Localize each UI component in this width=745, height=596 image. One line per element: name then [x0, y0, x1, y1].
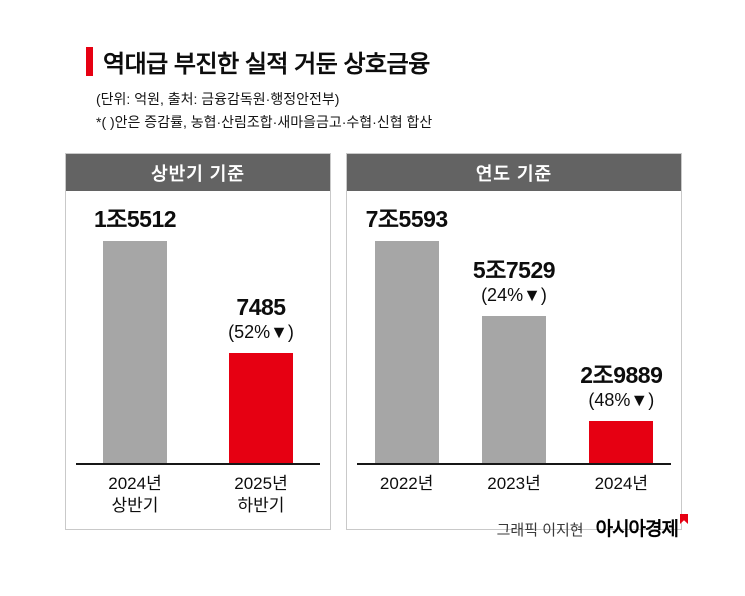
x-axis-labels: 2024년 상반기 2025년 하반기: [66, 465, 330, 529]
x-axis-label: 2024년: [594, 474, 649, 493]
charts-row: 상반기 기준 1조5512 7485 (52%▼) 2024년 상반기 2025년 하…: [65, 153, 682, 531]
bar-change-label: (24%▼): [481, 285, 547, 306]
x-axis-label: 2024년 상반기: [108, 474, 162, 516]
bar-value-label: 2조9889: [580, 361, 663, 388]
x-axis-labels: 2022년 2023년 2024년: [347, 465, 681, 507]
x-axis-line: [357, 463, 671, 465]
bar: [103, 241, 167, 463]
x-axis-label: 2025년 하반기: [234, 474, 288, 516]
bar-value-label: 7485: [236, 293, 286, 320]
footnote: *( )안은 증감률, 농협·산림조합·새마을금고·수협·신협 합산: [96, 114, 433, 130]
bar-column: 7조5593: [353, 206, 460, 463]
chart-panel-half-year: 상반기 기준 1조5512 7485 (52%▼) 2024년 상반기 2025년 하…: [65, 153, 331, 531]
bar-change-label: (48%▼): [588, 390, 655, 411]
bar-value-label: 5조7529: [472, 256, 556, 283]
unit-source-note: (단위: 억원, 출처: 금융감독원·행정안전부): [96, 91, 340, 107]
bar-column: 5조7529 (24%▼): [460, 257, 567, 463]
x-axis-line: [76, 463, 320, 465]
footer-credit: 그래픽 이지현 아시아경제: [0, 514, 688, 541]
header: 역대급 부진한 실적 거둔 상호금융: [86, 44, 430, 79]
chart-panel-yearly: 연도 기준 7조5593 5조7529 (24%▼) 2조9889 (48%▼) 202…: [346, 153, 682, 531]
bars-area: 1조5512 7485 (52%▼): [66, 191, 330, 463]
bars-area: 7조5593 5조7529 (24%▼) 2조9889 (48%▼): [347, 191, 681, 463]
brand-text: 아시아경제: [595, 519, 679, 540]
bar: [589, 421, 654, 463]
bar-change-label: (52%▼): [228, 322, 294, 343]
bar-column: 2조9889 (48%▼): [568, 362, 675, 463]
x-axis-label: 2023년: [487, 474, 541, 493]
title-accent-bar: [86, 47, 93, 76]
bar: [229, 353, 293, 463]
bar-value-label: 7조5593: [365, 205, 449, 232]
chart-title-yearly: 연도 기준: [347, 154, 681, 191]
bar-value-label: 1조5512: [93, 205, 177, 232]
bar-column: 7485 (52%▼): [198, 294, 324, 463]
chart-title-half-year: 상반기 기준: [66, 154, 330, 191]
bar-column: 1조5512: [72, 206, 198, 463]
credit-text: 그래픽 이지현: [496, 522, 584, 539]
brand-logo: 아시아경제: [596, 514, 688, 541]
bar: [481, 316, 546, 463]
x-axis-label: 2022년: [379, 474, 434, 493]
page-title: 역대급 부진한 실적 거둔 상호금융: [103, 51, 430, 78]
bar: [374, 241, 439, 463]
brand-mark-icon: [680, 514, 688, 524]
